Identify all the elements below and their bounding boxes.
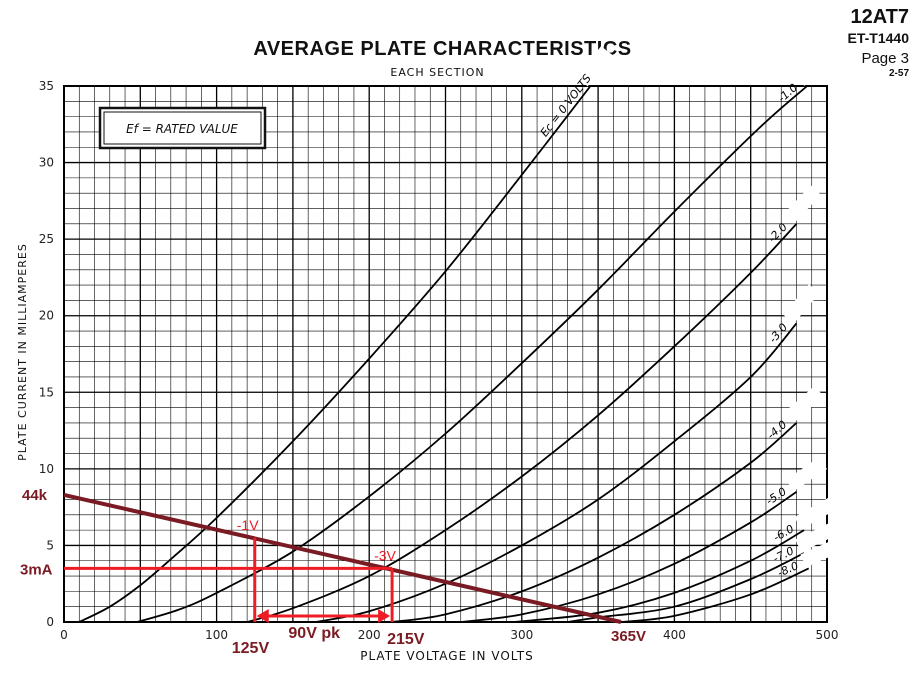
curve-label: -6.0	[771, 522, 796, 544]
plate-curve	[136, 85, 808, 623]
load-line-annotations: 44k 365V 3mA -1V -3V 125V 215V 90V pk	[20, 487, 646, 657]
y-tick-label: 20	[39, 309, 54, 323]
y-tick-label: 5	[46, 538, 54, 552]
y-tick-label: 0	[46, 615, 54, 629]
plate-curve	[514, 529, 805, 623]
plate-curve	[460, 491, 797, 623]
y-tick-label: 35	[39, 79, 54, 93]
swing-right-label: 215V	[387, 631, 425, 648]
curve-label-bg	[800, 538, 843, 568]
y-tick-label: 15	[39, 385, 54, 399]
operating-point-label: -3V	[374, 547, 396, 563]
plate-curve	[567, 552, 805, 623]
curve-label-bg	[783, 185, 821, 224]
swing-arrowhead-left	[256, 609, 269, 623]
curve-label-bg	[576, 46, 613, 87]
curve-label: -2.0	[766, 221, 790, 246]
x-tick-label: 0	[60, 628, 68, 642]
issue-date: 2-57	[888, 68, 909, 79]
curve-label-bg	[784, 385, 824, 423]
plate-curve	[78, 85, 592, 623]
chart-subtitle: EACH SECTION	[390, 66, 485, 79]
note-box-text: Ef = RATED VALUE	[126, 122, 238, 136]
swing-left-label: 125V	[232, 640, 270, 657]
plate-curve	[246, 223, 798, 623]
curve-label: -5.0	[764, 485, 789, 508]
curve-label-bg	[783, 284, 820, 324]
document-code: ET-T1440	[847, 30, 909, 46]
plot-frame	[63, 85, 828, 623]
x-tick-label: 200	[358, 628, 381, 642]
page-number: Page 3	[861, 50, 909, 67]
curve-label: -3.0	[766, 321, 790, 346]
x-tick-label: 100	[205, 628, 228, 642]
axis-ticks: 0 100 200 300 400 500 0 5 10 15 20 25 30 35	[39, 79, 839, 642]
x-tick-label: 500	[816, 628, 839, 642]
load-line-end-label: 365V	[611, 628, 646, 645]
curve-label-bg	[795, 48, 835, 86]
plate-curve	[315, 322, 798, 623]
y-tick-label: 25	[39, 232, 54, 246]
note-box: Ef = RATED VALUE	[98, 106, 267, 150]
grid	[63, 85, 828, 623]
swing-arrowhead-right	[378, 609, 391, 623]
load-line-label: 44k	[22, 487, 48, 504]
plate-curve	[620, 567, 810, 623]
tube-type: 12AT7	[850, 6, 909, 28]
curve-label-bg	[794, 497, 837, 530]
plate-curves: Ec = 0 VOLTS -1.0-2.0-3.0-4.0-5.0-6.0-7.0…	[78, 46, 843, 623]
x-tick-label: 400	[663, 628, 686, 642]
x-tick-label: 300	[510, 628, 533, 642]
curve-label: Ec = 0 VOLTS	[538, 72, 594, 139]
y-axis-label: PLATE CURRENT IN MILLIAMPERES	[16, 243, 29, 461]
swing-peak-label: 90V pk	[288, 625, 340, 642]
chart-title: AVERAGE PLATE CHARACTERISTICS	[253, 38, 632, 60]
curve-label-bg	[785, 457, 827, 492]
current-label: 3mA	[20, 561, 53, 578]
operating-point-label: -1V	[237, 517, 259, 533]
curve-label-bg	[795, 522, 838, 553]
y-tick-label: 30	[39, 156, 54, 170]
y-tick-label: 10	[39, 462, 54, 476]
plate-curve	[391, 422, 798, 623]
load-line	[63, 492, 622, 624]
x-axis-label: PLATE VOLTAGE IN VOLTS	[360, 649, 534, 663]
